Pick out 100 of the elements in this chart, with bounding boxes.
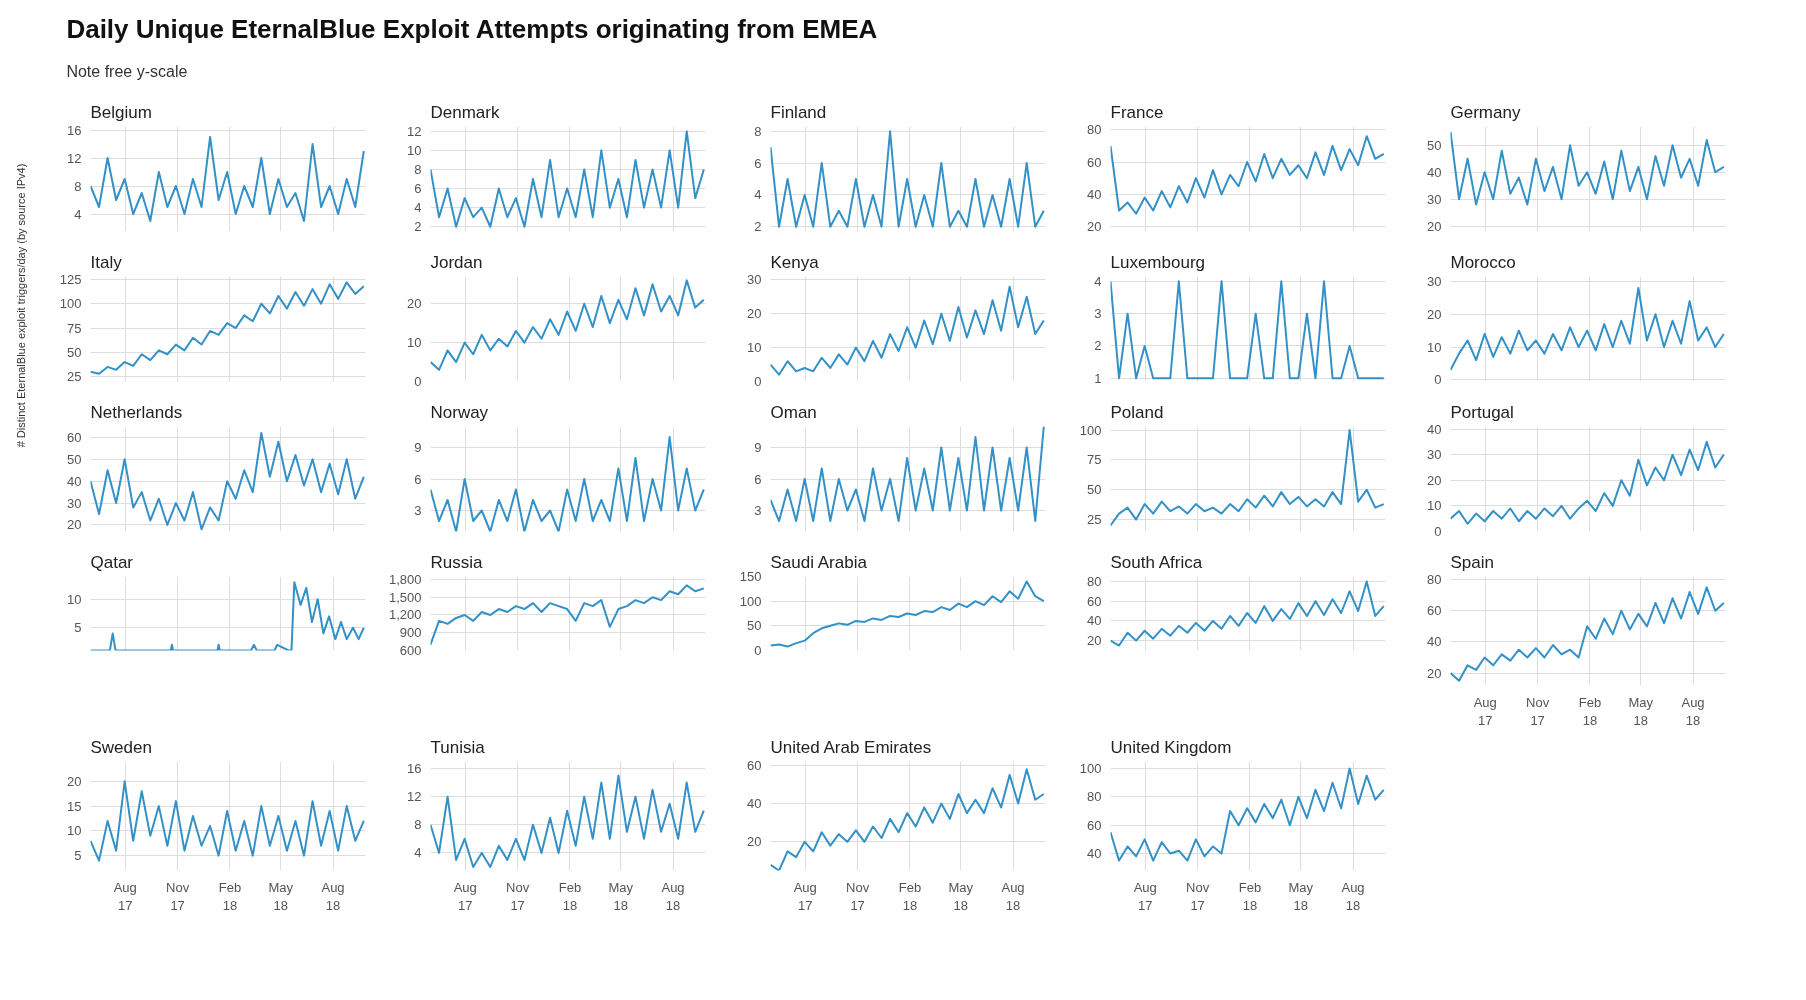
- y-tick-label: 12: [407, 789, 422, 805]
- y-tick-label: 1,200: [388, 607, 422, 623]
- x-tick-label: Aug 17: [793, 879, 817, 913]
- y-tick-label: 2: [1094, 338, 1102, 354]
- y-tick-label: 10: [747, 340, 762, 356]
- y-tick-label: 0: [754, 643, 762, 658]
- y-tick-label: 100: [1079, 761, 1102, 777]
- y-tick-label: 40: [1087, 186, 1102, 202]
- chart-title: Oman: [770, 402, 817, 422]
- y-tick-label: 40: [67, 473, 82, 489]
- y-tick-label: 600: [399, 643, 422, 658]
- y-tick-label: 30: [67, 495, 82, 511]
- y-tick-label: 150: [739, 569, 762, 584]
- y-tick-label: 75: [1087, 452, 1102, 468]
- y-tick-label: 60: [1087, 593, 1102, 609]
- y-tick-label: 5: [74, 848, 82, 864]
- chart-title: Luxembourg: [1110, 252, 1206, 272]
- y-tick-label: 4: [754, 187, 762, 203]
- x-tick-label: Feb 18: [218, 879, 242, 913]
- chart-title: Morocco: [1450, 252, 1516, 272]
- y-tick-label: 10: [1427, 339, 1442, 355]
- y-tick-label: 60: [1087, 154, 1102, 170]
- y-tick-label: 10: [1427, 498, 1442, 514]
- y-tick-label: 40: [1087, 613, 1102, 629]
- x-tick-label: May 18: [1628, 694, 1654, 728]
- chart-title: Norway: [430, 402, 489, 422]
- text: Daily Unique EternalBlue Exploit Attempts originating from EMEA: [66, 13, 878, 44]
- x-tick-label: Nov 17: [506, 879, 530, 913]
- y-tick-label: 4: [414, 200, 422, 216]
- line-series: [1450, 440, 1725, 525]
- y-tick-label: 20: [1427, 218, 1442, 234]
- chart-title: Germany: [1450, 102, 1521, 122]
- y-tick-label: 20: [67, 517, 82, 533]
- y-tick-label: 1: [1094, 370, 1102, 386]
- y-tick-label: 0: [754, 374, 762, 389]
- y-tick-label: 8: [74, 178, 82, 194]
- chart-title: Tunisia: [430, 737, 486, 757]
- x-tick-label: May 18: [948, 879, 974, 913]
- y-tick-label: 40: [1427, 164, 1442, 180]
- line-series: [1450, 286, 1725, 372]
- y-tick-label: 20: [747, 834, 762, 850]
- line-series: [90, 136, 365, 222]
- line-series: [1110, 767, 1385, 862]
- y-tick-label: 15: [67, 798, 82, 814]
- x-tick-label: Feb 18: [898, 879, 922, 913]
- y-tick-label: 50: [67, 344, 82, 360]
- line-series: [430, 584, 705, 646]
- y-tick-label: 6: [414, 471, 422, 487]
- line-series: [1450, 130, 1725, 206]
- y-tick-label: 3: [414, 503, 422, 518]
- y-tick-label: 8: [414, 817, 422, 833]
- y-tick-label: 10: [67, 591, 82, 607]
- y-tick-label: 25: [1087, 512, 1102, 528]
- x-tick-label: Aug 18: [661, 879, 685, 913]
- y-tick-label: 8: [754, 123, 762, 139]
- y-tick-label: 100: [1079, 422, 1102, 438]
- line-series: [770, 580, 1045, 648]
- chart-title: Italy: [90, 252, 123, 272]
- text: Note free y-scale: [66, 63, 188, 81]
- y-tick-label: 75: [67, 320, 82, 336]
- y-tick-label: 10: [407, 335, 422, 351]
- x-tick-label: Aug 18: [1681, 694, 1705, 728]
- x-tick-label: Nov 17: [1186, 879, 1210, 913]
- line-series: [1110, 135, 1385, 215]
- y-tick-label: 4: [1094, 273, 1102, 289]
- x-tick-label: Aug 18: [1341, 879, 1365, 913]
- y-tick-label: 12: [407, 123, 422, 139]
- chart-title: France: [1110, 102, 1164, 122]
- y-tick-label: 0: [1434, 372, 1442, 388]
- text: # Distinct EternalBlue exploit triggers/day (by source IPv4): [14, 163, 27, 448]
- y-tick-label: 40: [747, 796, 762, 812]
- y-tick-label: 30: [1427, 447, 1442, 463]
- y-tick-label: 0: [1434, 524, 1442, 539]
- x-tick-label: Aug 17: [113, 879, 137, 913]
- y-tick-label: 12: [67, 150, 82, 166]
- chart-title: Qatar: [90, 552, 134, 572]
- y-tick-label: 20: [67, 773, 82, 789]
- chart-title: United Arab Emirates: [770, 737, 932, 757]
- chart-title: South Africa: [1110, 552, 1203, 572]
- y-tick-label: 100: [739, 593, 762, 609]
- chart-title: United Kingdom: [1110, 737, 1232, 757]
- x-tick-label: Nov 17: [166, 879, 190, 913]
- chart-title: Belgium: [90, 102, 152, 122]
- chart-title: Finland: [770, 102, 827, 122]
- y-tick-label: 60: [1427, 603, 1442, 619]
- line-series: [1110, 280, 1385, 380]
- y-tick-label: 80: [1087, 122, 1102, 138]
- line-series: [1450, 586, 1725, 682]
- chart-title: Portugal: [1450, 402, 1514, 422]
- x-tick-label: May 18: [1288, 879, 1314, 913]
- x-tick-label: Nov 17: [846, 879, 870, 913]
- chart-title: Saudi Arabia: [770, 552, 868, 572]
- y-tick-label: 2: [754, 219, 762, 235]
- x-tick-label: Nov 17: [1526, 694, 1550, 728]
- y-tick-label: 80: [1087, 573, 1102, 589]
- x-tick-label: May 18: [608, 879, 634, 913]
- y-tick-label: 0: [414, 374, 422, 389]
- line-series: [770, 768, 1045, 871]
- y-tick-label: 16: [407, 761, 422, 777]
- line-series: [430, 774, 705, 868]
